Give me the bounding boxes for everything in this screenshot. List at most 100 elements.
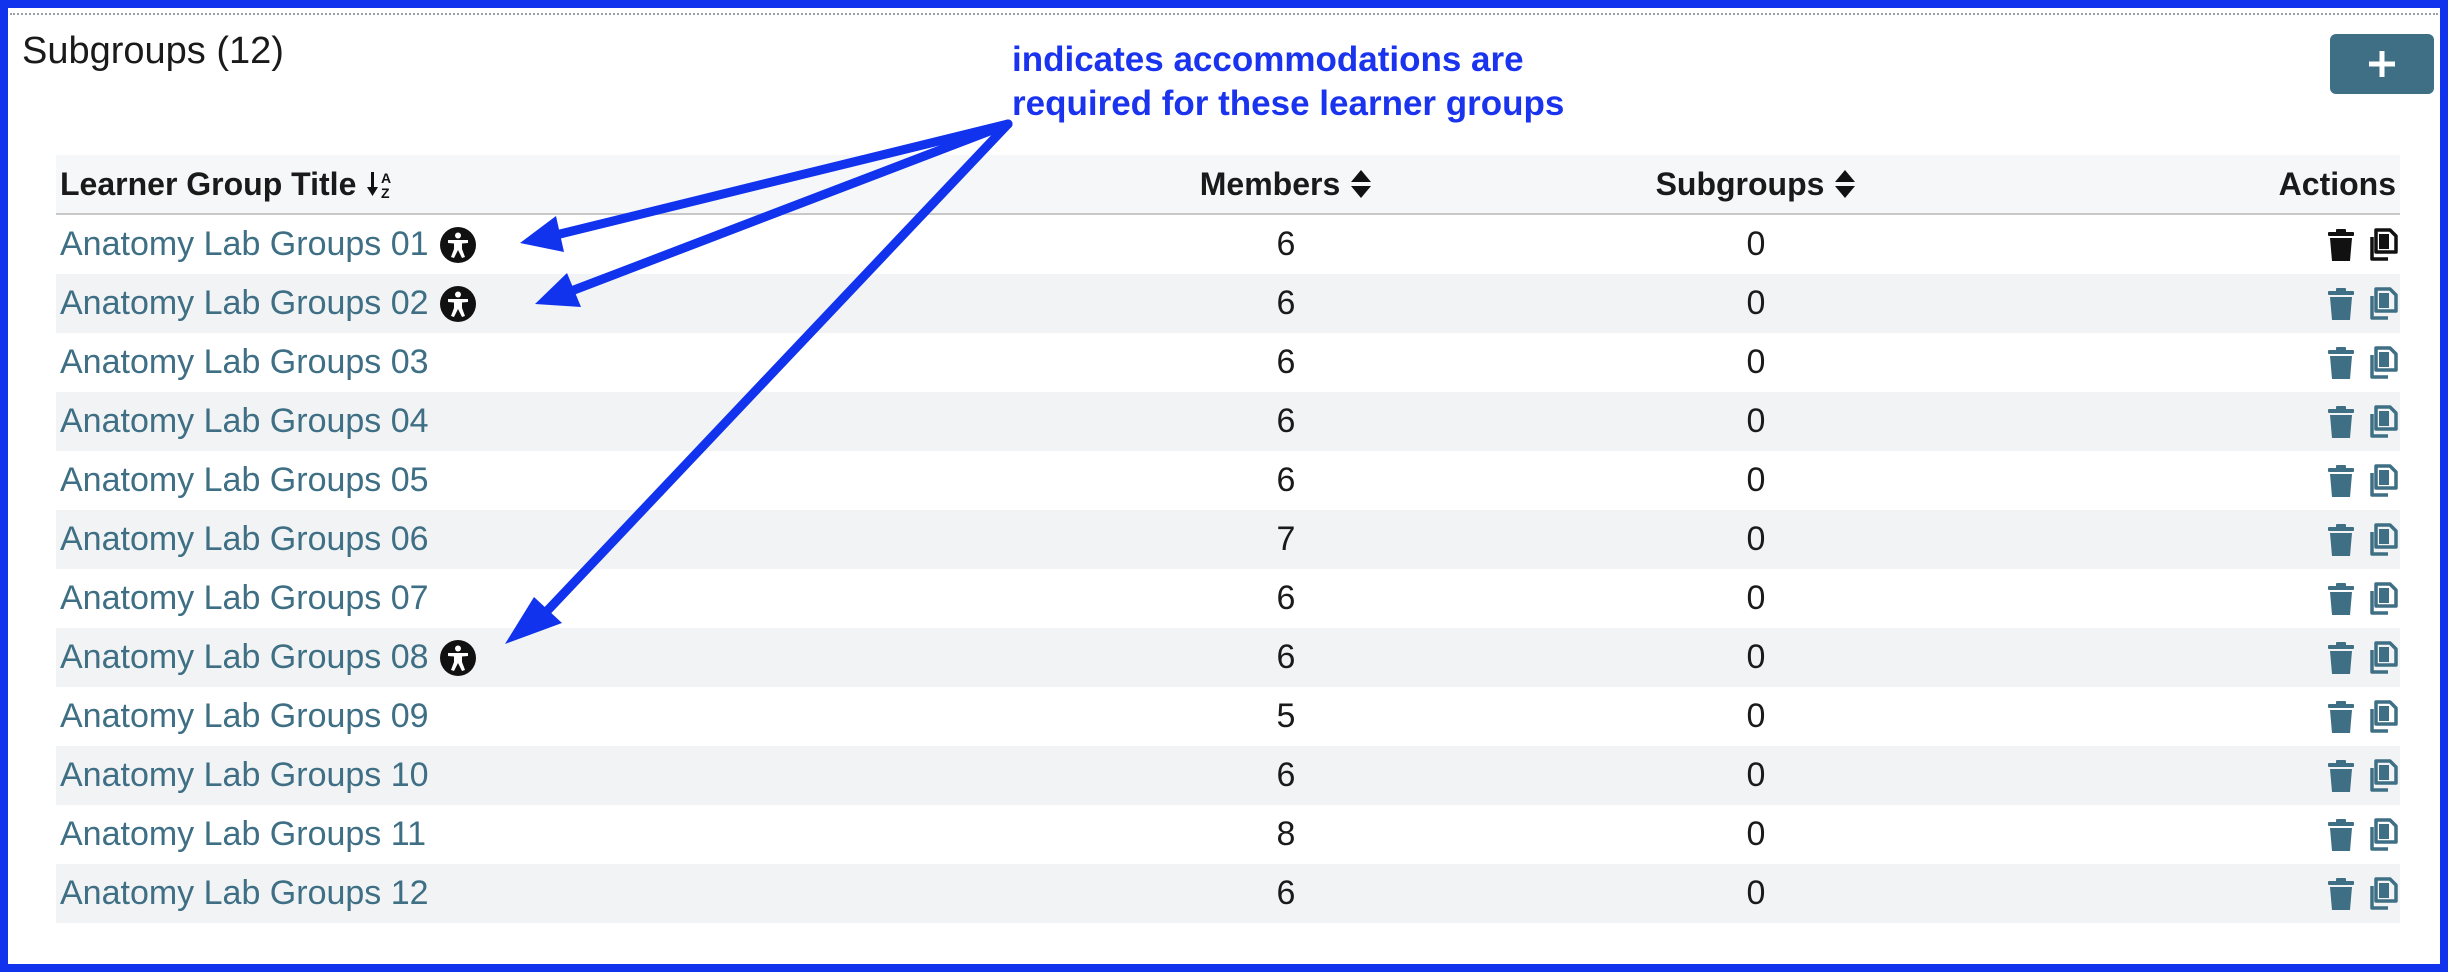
- learner-group-link[interactable]: Anatomy Lab Groups 12: [60, 874, 429, 912]
- learner-group-link[interactable]: Anatomy Lab Groups 11: [60, 815, 427, 853]
- actions-cell: [2326, 392, 2398, 451]
- trash-icon[interactable]: [2326, 405, 2356, 439]
- table-header: Learner Group Title A Z Members Subgroup: [56, 155, 2400, 215]
- copy-icon[interactable]: [2366, 404, 2398, 439]
- members-cell: 6: [1276, 638, 1296, 676]
- subgroups-cell: 0: [1746, 756, 1766, 794]
- subgroups-cell: 0: [1746, 225, 1766, 263]
- trash-icon[interactable]: [2326, 877, 2356, 911]
- title-cell: Anatomy Lab Groups 04: [60, 392, 429, 451]
- trash-icon[interactable]: [2326, 287, 2356, 321]
- universal-access-icon: [439, 285, 477, 323]
- learner-group-link[interactable]: Anatomy Lab Groups 10: [60, 756, 429, 794]
- subgroups-table: Learner Group Title A Z Members Subgroup: [56, 155, 2400, 923]
- learner-group-link[interactable]: Anatomy Lab Groups 04: [60, 402, 429, 440]
- copy-icon[interactable]: [2366, 522, 2398, 557]
- divider: [10, 13, 2438, 15]
- table-row: Anatomy Lab Groups 02 6 0: [56, 274, 2400, 333]
- members-cell: 6: [1276, 756, 1296, 794]
- actions-cell: [2326, 628, 2398, 687]
- learner-group-link[interactable]: Anatomy Lab Groups 07: [60, 579, 429, 617]
- learner-group-link[interactable]: Anatomy Lab Groups 09: [60, 697, 429, 735]
- copy-icon[interactable]: [2366, 345, 2398, 380]
- members-cell: 5: [1276, 697, 1296, 735]
- table-row: Anatomy Lab Groups 08 6 0: [56, 628, 2400, 687]
- actions-cell: [2326, 569, 2398, 628]
- actions-cell: [2326, 274, 2398, 333]
- copy-icon[interactable]: [2366, 227, 2398, 262]
- title-cell: Anatomy Lab Groups 11: [60, 805, 426, 864]
- plus-icon: [2369, 51, 2395, 77]
- learner-group-link[interactable]: Anatomy Lab Groups 05: [60, 461, 429, 499]
- trash-icon[interactable]: [2326, 641, 2356, 675]
- actions-cell: [2326, 333, 2398, 392]
- table-row: Anatomy Lab Groups 01 6 0: [56, 215, 2400, 274]
- trash-icon[interactable]: [2326, 228, 2356, 262]
- table-row: Anatomy Lab Groups 09 5 0: [56, 687, 2400, 746]
- trash-icon[interactable]: [2326, 464, 2356, 498]
- members-cell: 6: [1276, 225, 1296, 263]
- actions-cell: [2326, 215, 2398, 274]
- annotation-line-2: required for these learner groups: [1012, 84, 1565, 123]
- learner-group-link[interactable]: Anatomy Lab Groups 08: [60, 638, 429, 676]
- trash-icon[interactable]: [2326, 346, 2356, 380]
- copy-icon[interactable]: [2366, 640, 2398, 675]
- subgroups-cell: 0: [1746, 343, 1766, 381]
- learner-group-link[interactable]: Anatomy Lab Groups 02: [60, 284, 429, 322]
- copy-icon[interactable]: [2366, 876, 2398, 911]
- learner-group-link[interactable]: Anatomy Lab Groups 03: [60, 343, 429, 381]
- subgroups-cell: 0: [1746, 874, 1766, 912]
- subgroups-cell: 0: [1746, 461, 1766, 499]
- table-body: Anatomy Lab Groups 01 6 0 Anatomy Lab Group…: [56, 215, 2400, 923]
- members-cell: 6: [1276, 343, 1296, 381]
- title-cell: Anatomy Lab Groups 10: [60, 746, 429, 805]
- svg-text:Z: Z: [381, 185, 390, 200]
- column-header-members[interactable]: Members: [1126, 155, 1446, 213]
- subgroups-cell: 0: [1746, 402, 1766, 440]
- table-row: Anatomy Lab Groups 10 6 0: [56, 746, 2400, 805]
- copy-icon[interactable]: [2366, 758, 2398, 793]
- table-row: Anatomy Lab Groups 03 6 0: [56, 333, 2400, 392]
- sort-alpha-down-icon[interactable]: A Z: [366, 168, 398, 200]
- title-cell: Anatomy Lab Groups 09: [60, 687, 429, 746]
- trash-icon[interactable]: [2326, 523, 2356, 557]
- trash-icon[interactable]: [2326, 759, 2356, 793]
- sort-icon[interactable]: [1834, 168, 1856, 200]
- members-cell: 8: [1276, 815, 1296, 853]
- trash-icon[interactable]: [2326, 818, 2356, 852]
- sort-icon[interactable]: [1350, 168, 1372, 200]
- annotation-callout: indicates accommodations are required fo…: [1012, 38, 1564, 126]
- column-header-title-label: Learner Group Title: [60, 165, 357, 202]
- column-header-members-label: Members: [1199, 165, 1341, 202]
- title-cell: Anatomy Lab Groups 03: [60, 333, 429, 392]
- subgroups-cell: 0: [1746, 638, 1766, 676]
- table-row: Anatomy Lab Groups 06 7 0: [56, 510, 2400, 569]
- subgroups-cell: 0: [1746, 579, 1766, 617]
- members-cell: 6: [1276, 579, 1296, 617]
- learner-group-link[interactable]: Anatomy Lab Groups 01: [60, 225, 429, 263]
- universal-access-icon: [439, 226, 477, 264]
- copy-icon[interactable]: [2366, 286, 2398, 321]
- table-row: Anatomy Lab Groups 04 6 0: [56, 392, 2400, 451]
- trash-icon[interactable]: [2326, 700, 2356, 734]
- section-title: Subgroups (12): [22, 30, 284, 72]
- members-cell: 7: [1276, 520, 1296, 558]
- copy-icon[interactable]: [2366, 581, 2398, 616]
- title-cell: Anatomy Lab Groups 07: [60, 569, 429, 628]
- table-row: Anatomy Lab Groups 05 6 0: [56, 451, 2400, 510]
- column-header-title[interactable]: Learner Group Title A Z: [60, 155, 398, 213]
- members-cell: 6: [1276, 284, 1296, 322]
- learner-group-link[interactable]: Anatomy Lab Groups 06: [60, 520, 429, 558]
- copy-icon[interactable]: [2366, 817, 2398, 852]
- universal-access-icon: [439, 639, 477, 677]
- trash-icon[interactable]: [2326, 582, 2356, 616]
- column-header-subgroups[interactable]: Subgroups: [1596, 155, 1916, 213]
- add-subgroup-button[interactable]: [2330, 34, 2434, 94]
- title-cell: Anatomy Lab Groups 02: [60, 274, 477, 333]
- actions-cell: [2326, 864, 2398, 923]
- members-cell: 6: [1276, 874, 1296, 912]
- copy-icon[interactable]: [2366, 463, 2398, 498]
- svg-text:A: A: [381, 170, 391, 186]
- copy-icon[interactable]: [2366, 699, 2398, 734]
